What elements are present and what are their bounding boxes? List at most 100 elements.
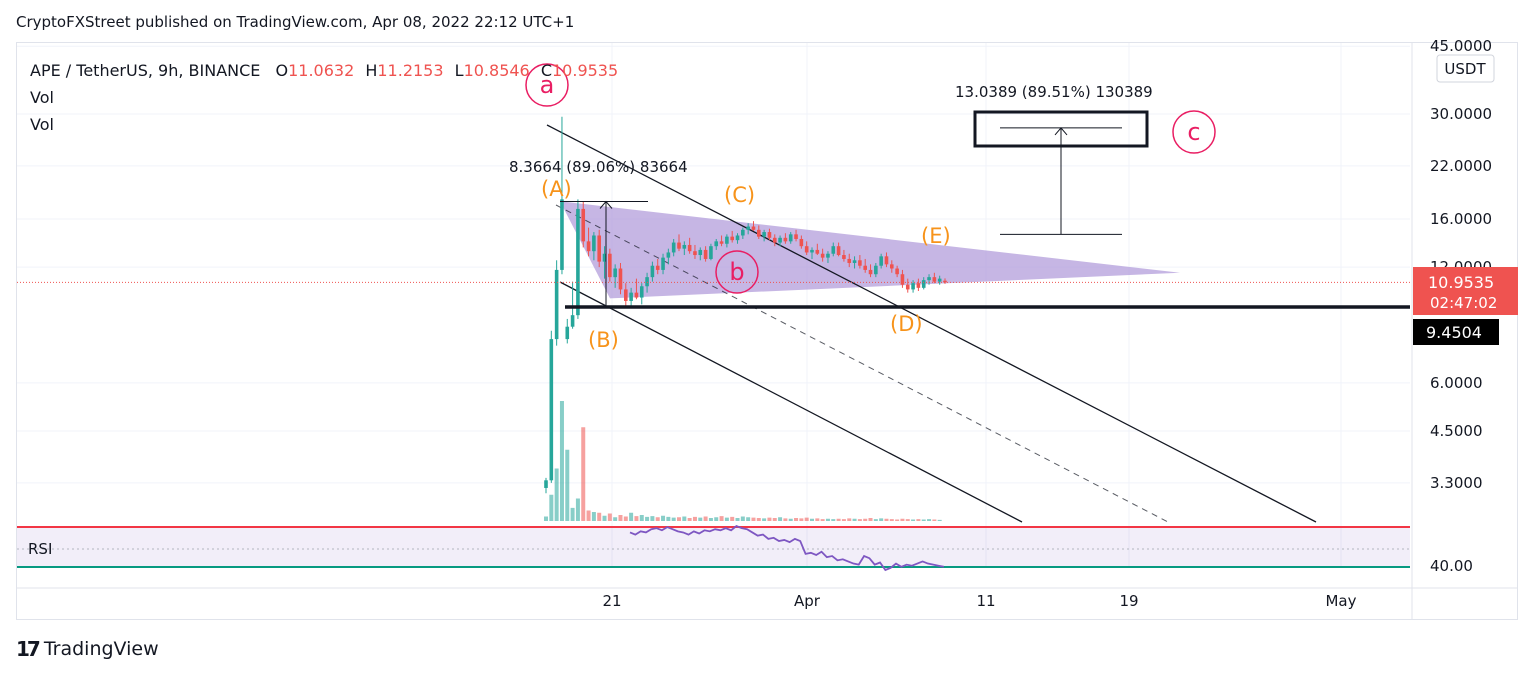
volume-bar [661,515,666,521]
candle-body [634,292,639,298]
measure-2-label: 13.0389 (89.51%) 130389 [955,83,1153,101]
candlesticks [17,116,1410,494]
volume-bar [788,518,793,521]
candle-body [852,260,857,263]
measure-1-label: 8.3664 (89.06%) 83664 [509,158,688,176]
candle-body [682,244,687,249]
candle-body [778,237,782,243]
wave-label-orange: (B) [588,328,619,352]
candle-body [842,255,846,259]
support-price-box [1413,319,1499,345]
volume-bar [618,515,623,521]
volume-bar [698,517,703,521]
volume-bar [554,468,559,521]
wave-circle [715,250,759,294]
candle-body [730,236,734,241]
volume-bar [794,518,799,521]
high-label: H [365,61,378,80]
candle-body [709,246,713,259]
candle-body [570,315,575,327]
volume-bar [868,518,873,521]
candle-body [868,269,873,275]
candle-body [937,278,942,282]
candle-body [831,246,836,254]
candle-body [576,208,580,316]
volume-bar [544,516,548,521]
rsi-tick: 40.00 [1430,557,1473,575]
volume-bar [895,519,900,521]
rsi-band [17,527,1410,567]
candle-body [565,326,570,340]
rsi-pane: RSI 40.00 [17,524,1473,575]
candle-body [826,253,830,258]
candle-body [624,289,628,301]
candle-body [932,277,937,282]
volume-bar [740,516,745,521]
channel-mid-line [555,204,1169,523]
volume-bar [575,498,580,521]
volume-bar [735,518,740,521]
low-value: 10.8546 [463,61,530,80]
volume-bar [778,517,783,521]
currency-box [1436,54,1495,83]
volume-bar [623,516,628,521]
volume-bar [863,518,868,521]
target-box [973,110,1149,148]
candle-body [586,241,591,252]
volume-bar [927,519,932,521]
last-price-box [1413,267,1518,315]
candle-body [804,246,809,253]
volume-bar [581,427,586,521]
candle-body [916,283,921,288]
volume-bar [730,516,735,521]
volume-bar [703,516,708,521]
wave-labels: (A) (B) (C) (D) (E) a b c [525,63,1216,352]
candle-body [735,235,740,241]
volume-bar [682,516,687,521]
currency-label: USDT [1444,60,1486,78]
candle-body [847,258,852,263]
close-value: 10.9535 [552,61,619,80]
grid-lines [17,42,1518,620]
volume-bars [544,401,942,521]
volume-bar [708,518,713,521]
price-axis[interactable]: 45.000030.000022.000016.000012.00006.000… [1413,37,1518,492]
close-label: C [540,61,552,80]
candle-body [767,232,772,238]
wave-label-orange: (A) [541,177,572,201]
volume-bar [597,512,602,521]
time-tick-label: 11 [976,592,995,610]
candle-body [597,235,601,262]
candle-body [608,253,612,278]
candle-body [863,265,867,270]
measurement-tools: 8.3664 (89.06%) 83664 13.0389 (89.51%) 13… [509,83,1153,308]
candle-body [741,229,745,236]
volume-bar [719,516,724,521]
footer-brand[interactable]: 17 TradingView [16,637,159,661]
time-axis[interactable]: 21 Apr 11 19 May [602,592,1356,610]
volume-bar [634,516,639,521]
support-price-value: 9.4504 [1426,323,1482,342]
candle-body [788,234,793,242]
candle-body [943,280,947,283]
wave-label-pink: b [729,258,744,286]
volume-bar [559,401,564,521]
wave-label-orange: (D) [890,312,923,336]
volume-bar [677,517,681,521]
candle-body [602,253,607,262]
candle-body [693,251,697,256]
candle-body [544,480,548,488]
volume-bar [607,513,612,521]
wave-label-pink: a [540,71,555,99]
measure-1-arrow [599,200,613,209]
candle-body [650,265,655,278]
volume-bar [804,517,809,521]
volume-bar [549,494,554,521]
time-tick-label: 19 [1119,592,1138,610]
candle-body [746,226,750,230]
descending-channel [546,124,1317,523]
time-tick-label: 21 [602,592,621,610]
candle-body [921,280,926,288]
candle-body [799,238,804,247]
